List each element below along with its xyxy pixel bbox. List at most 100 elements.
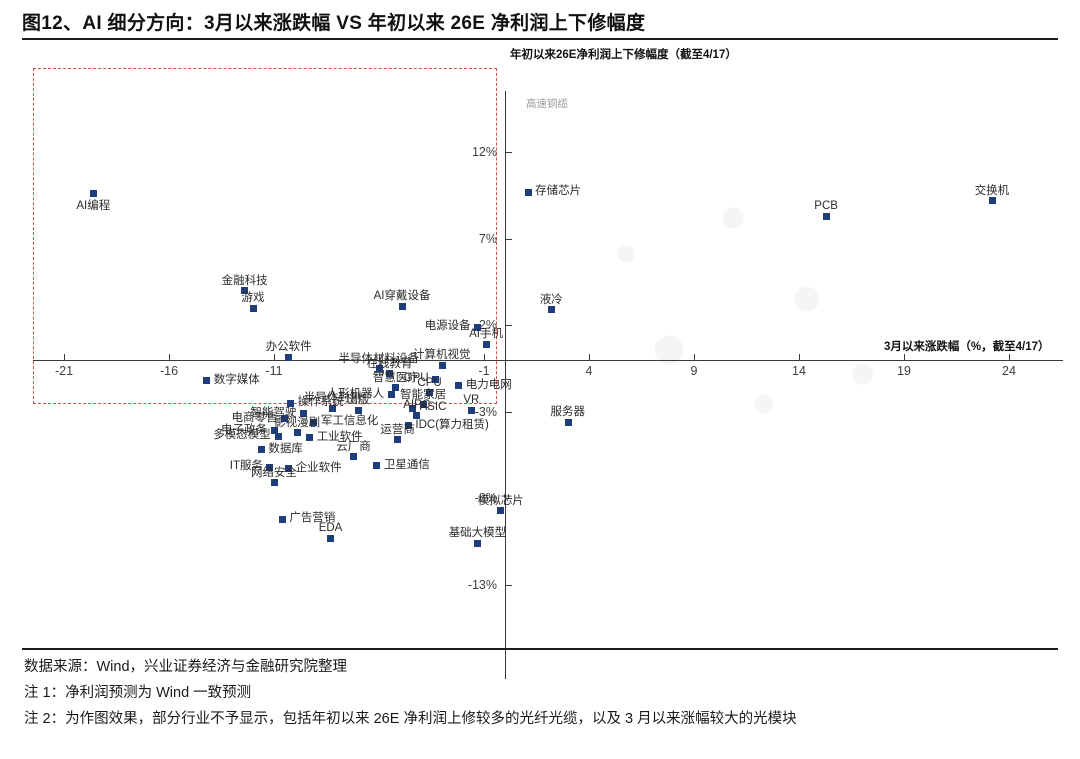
data-point-marker[interactable] bbox=[419, 401, 427, 409]
data-point-marker[interactable] bbox=[329, 404, 337, 412]
data-point-label: 云厂商 bbox=[336, 440, 371, 453]
x-tick-mark bbox=[274, 354, 275, 361]
data-point-marker[interactable] bbox=[398, 302, 406, 310]
data-point-marker[interactable] bbox=[266, 463, 274, 471]
data-point-label: 影视漫剧 bbox=[274, 416, 321, 429]
data-point-label: 电子政务 bbox=[221, 423, 267, 436]
data-point-marker[interactable] bbox=[394, 436, 402, 444]
x-tick-mark bbox=[64, 354, 65, 361]
data-point-marker[interactable] bbox=[241, 287, 249, 295]
x-tick-label: -1 bbox=[478, 364, 490, 378]
x-tick-label: 9 bbox=[690, 364, 698, 378]
data-point-label: 服务器 bbox=[550, 406, 586, 419]
data-point-marker[interactable] bbox=[373, 462, 381, 470]
data-point-label: 在线教育 bbox=[366, 357, 413, 370]
data-point-marker[interactable] bbox=[278, 515, 286, 523]
data-point-label: IT服务 bbox=[229, 460, 264, 473]
data-point-marker[interactable] bbox=[203, 377, 211, 385]
y-tick-mark bbox=[505, 152, 512, 154]
data-point-label: 广告营销 bbox=[289, 512, 336, 525]
y-axis-title: 年初以来26E净利润上下修幅度（截至4/17） bbox=[510, 49, 737, 61]
x-tick-label: 4 bbox=[585, 364, 593, 378]
data-point-marker[interactable] bbox=[455, 382, 463, 390]
data-point-marker[interactable] bbox=[547, 306, 555, 314]
x-tick-mark bbox=[694, 354, 695, 361]
data-point-label: 运营商 bbox=[380, 423, 415, 436]
data-point-marker[interactable] bbox=[988, 197, 996, 205]
data-point-marker[interactable] bbox=[474, 323, 482, 331]
highlight-dashed-box bbox=[33, 68, 497, 404]
watermark bbox=[540, 164, 970, 464]
data-point-marker[interactable] bbox=[432, 375, 440, 383]
data-point-marker[interactable] bbox=[564, 418, 572, 426]
data-point-marker[interactable] bbox=[467, 406, 475, 414]
data-point-label: 军工信息化 bbox=[320, 415, 379, 428]
data-point-label: ASIC bbox=[419, 401, 447, 414]
data-point-label: 模拟芯片 bbox=[477, 494, 524, 507]
data-point-label: AI手机 bbox=[469, 328, 503, 341]
x-tick-label: 14 bbox=[792, 364, 806, 378]
data-point-label: GPU bbox=[403, 372, 429, 385]
data-point-label: 多模态模型 bbox=[213, 429, 271, 442]
footnote-2: 注 2：为作图效果，部分行业不予显示，包括年初以来 26E 净利润上修较多的光纤… bbox=[24, 711, 797, 727]
data-point-marker[interactable] bbox=[413, 411, 421, 419]
data-point-marker[interactable] bbox=[270, 427, 278, 435]
data-point-marker[interactable] bbox=[270, 479, 278, 487]
data-point-marker[interactable] bbox=[822, 212, 830, 220]
data-point-marker[interactable] bbox=[285, 465, 293, 473]
notes-divider bbox=[22, 648, 1058, 650]
data-point-label: 网络安全 bbox=[251, 466, 297, 479]
data-point-marker[interactable] bbox=[306, 434, 314, 442]
x-tick-mark bbox=[169, 354, 170, 361]
data-point-label: 电力电网 bbox=[465, 378, 512, 391]
x-tick-label: 19 bbox=[897, 364, 911, 378]
data-point-label: VR bbox=[463, 394, 480, 407]
y-tick-mark bbox=[505, 325, 512, 327]
data-point-marker[interactable] bbox=[257, 446, 265, 454]
data-point-marker[interactable] bbox=[249, 304, 257, 312]
data-point-label: 出版 bbox=[346, 394, 370, 407]
data-point-marker[interactable] bbox=[474, 539, 482, 547]
data-point-label: 数据库 bbox=[268, 442, 303, 455]
data-point-marker[interactable] bbox=[354, 406, 362, 414]
data-point-marker[interactable] bbox=[285, 353, 293, 361]
data-point-marker[interactable] bbox=[350, 453, 358, 461]
title-divider-top bbox=[22, 38, 1058, 40]
x-tick-mark bbox=[484, 354, 485, 361]
data-point-marker[interactable] bbox=[89, 190, 97, 198]
data-point-label: 半导体材料设备 bbox=[338, 352, 420, 365]
data-point-marker[interactable] bbox=[438, 361, 446, 369]
y-tick-label: -13% bbox=[467, 577, 497, 592]
footnote-source: 数据来源：Wind，兴业证券经济与金融研究院整理 bbox=[24, 659, 348, 675]
data-point-marker[interactable] bbox=[274, 432, 282, 440]
y-tick-mark bbox=[505, 498, 512, 500]
data-point-marker[interactable] bbox=[392, 384, 400, 392]
data-point-marker[interactable] bbox=[482, 340, 490, 348]
data-point-label: 卫星通信 bbox=[383, 458, 430, 471]
data-point-marker[interactable] bbox=[281, 415, 288, 423]
x-tick-label: 24 bbox=[1002, 364, 1016, 378]
x-tick-mark bbox=[589, 354, 590, 361]
figure-title-wrap: 图12、AI 细分方向：3月以来涨跌幅 VS 年初以来 26E 净利润上下修幅度 bbox=[22, 8, 1062, 35]
data-point-marker[interactable] bbox=[287, 399, 295, 407]
data-point-label: 工业软件 bbox=[316, 430, 363, 443]
data-point-marker[interactable] bbox=[409, 404, 417, 412]
data-point-marker[interactable] bbox=[310, 418, 318, 426]
data-point-marker[interactable] bbox=[388, 391, 396, 399]
data-point-marker[interactable] bbox=[386, 370, 393, 378]
data-point-label: EDA bbox=[318, 522, 343, 535]
data-point-label: 电源设备 bbox=[424, 320, 471, 333]
data-point-marker[interactable] bbox=[404, 422, 412, 430]
data-point-marker[interactable] bbox=[293, 429, 301, 437]
data-point-label: 数字媒体 bbox=[213, 373, 260, 386]
data-point-marker[interactable] bbox=[327, 534, 335, 542]
data-point-label: AIPC bbox=[403, 399, 431, 412]
data-point-marker[interactable] bbox=[299, 410, 307, 418]
data-point-marker[interactable] bbox=[375, 365, 383, 373]
data-point-marker[interactable] bbox=[524, 188, 532, 196]
x-tick-label: -16 bbox=[159, 364, 179, 378]
data-point-marker[interactable] bbox=[425, 389, 433, 397]
data-point-marker[interactable] bbox=[497, 507, 505, 514]
y-tick-label: -8% bbox=[474, 491, 497, 506]
